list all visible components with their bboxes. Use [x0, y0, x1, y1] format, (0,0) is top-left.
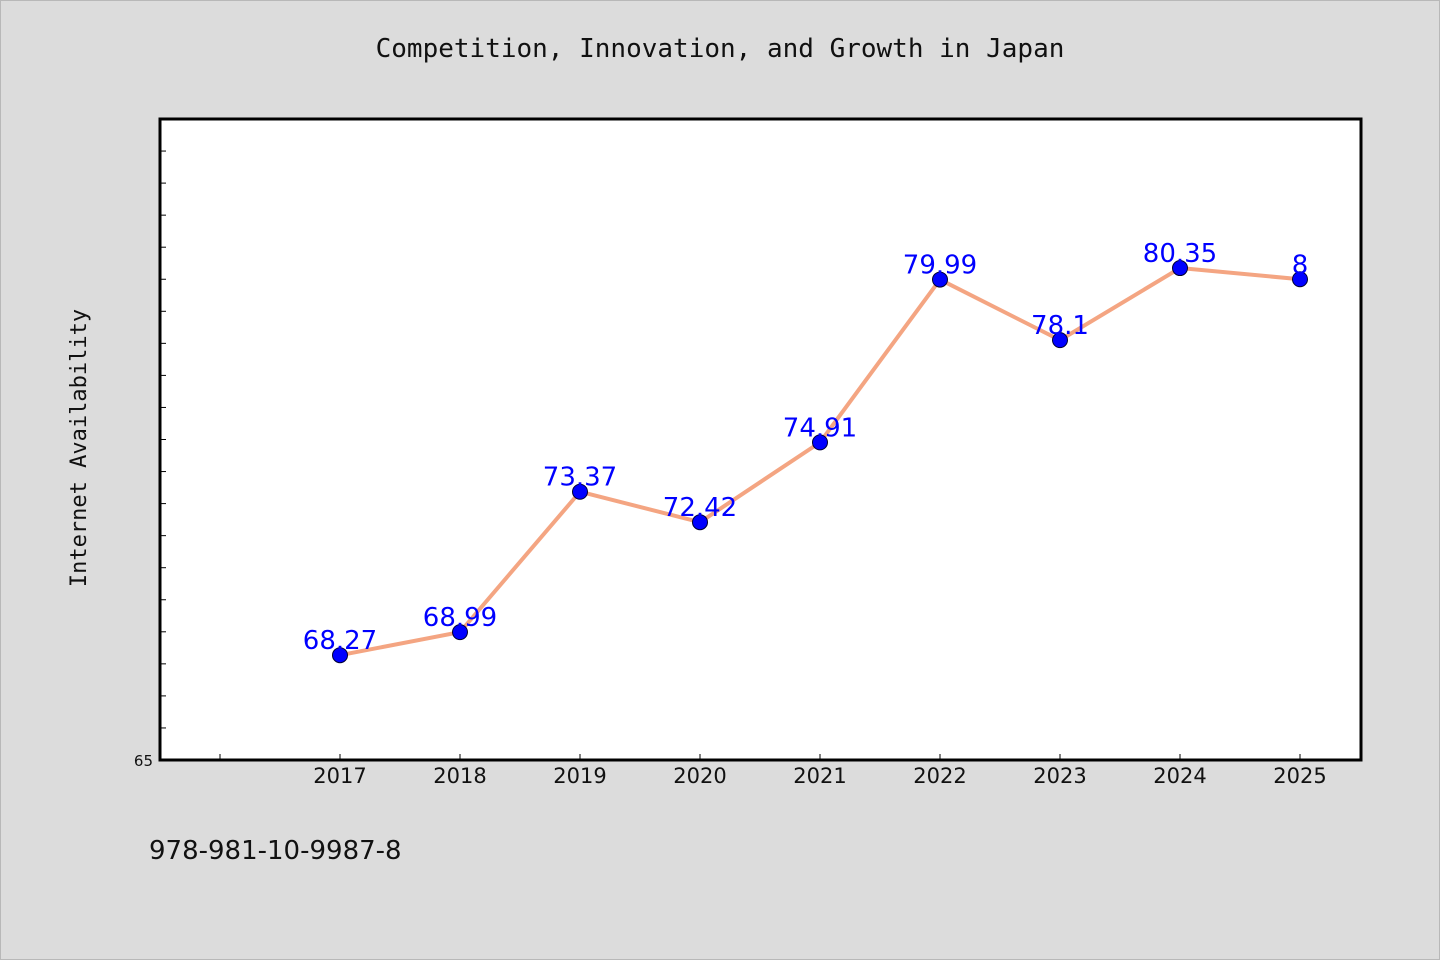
plot-area	[158, 117, 1363, 762]
x-tick-label: 2018	[433, 764, 486, 788]
data-point-2021	[812, 434, 828, 451]
data-point-2025	[1292, 271, 1308, 288]
data-label-2020: 72.42	[663, 493, 737, 523]
data-label-2021: 74.91	[783, 413, 857, 443]
x-axis-tick-labels: 2017 2018 2019 2020 2021 2022 2023 2024 2025	[313, 764, 1326, 788]
data-point-2020	[692, 514, 708, 531]
data-point-2019	[572, 483, 588, 500]
series-internet-availability: 68.27 68.99 73.37 72.42 74.91 79.99 78.1 80.35 8	[303, 239, 1309, 664]
data-point-2023	[1052, 332, 1068, 349]
x-axis-ticks	[219, 754, 1301, 760]
x-tick-label: 2021	[793, 764, 846, 788]
footer-code: 978-981-10-9987-8	[149, 836, 402, 866]
x-tick-label: 2017	[313, 764, 366, 788]
chart-title: Competition, Innovation, and Growth in J…	[375, 34, 1065, 64]
x-tick-label: 2023	[1033, 764, 1086, 788]
data-label-2024: 80.35	[1143, 239, 1217, 269]
data-point-2018	[452, 624, 468, 641]
data-point-2024	[1172, 260, 1188, 277]
y-axis-ticks	[160, 150, 166, 729]
data-point-2022	[932, 271, 948, 288]
y-tick-label: 65	[134, 752, 153, 770]
y-axis-label: Internet Availability	[67, 309, 92, 587]
x-tick-label: 2025	[1273, 764, 1326, 788]
data-label-2019: 73.37	[543, 463, 617, 493]
data-label-2023: 78.1	[1031, 311, 1089, 341]
data-label-2025: 8	[1292, 250, 1309, 280]
x-tick-label: 2020	[673, 764, 726, 788]
x-tick-label: 2022	[913, 764, 966, 788]
data-point-2017	[332, 647, 348, 664]
data-label-2022: 79.99	[903, 251, 977, 281]
data-label-2018: 68.99	[423, 603, 497, 633]
x-tick-label: 2019	[553, 764, 606, 788]
x-tick-label: 2024	[1153, 764, 1206, 788]
data-label-2017: 68.27	[303, 626, 377, 656]
